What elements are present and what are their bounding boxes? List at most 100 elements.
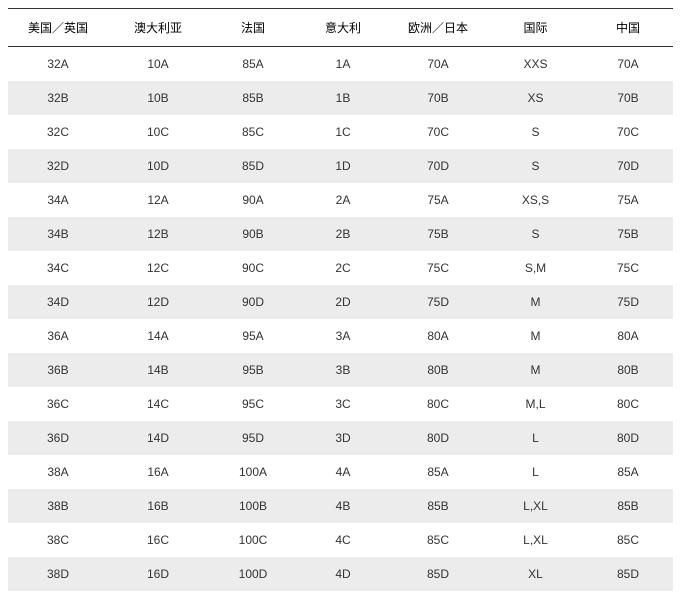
table-cell: 85A: [388, 455, 488, 489]
table-cell: 70B: [388, 81, 488, 115]
table-cell: 38D: [8, 557, 108, 591]
table-cell: 36D: [8, 421, 108, 455]
col-header: 美国／英国: [8, 9, 108, 47]
table-cell: 4A: [298, 455, 388, 489]
table-cell: L,XL: [488, 523, 583, 557]
table-cell: 95A: [208, 319, 298, 353]
table-cell: 36A: [8, 319, 108, 353]
table-cell: M: [488, 353, 583, 387]
table-cell: 2B: [298, 217, 388, 251]
table-cell: 4B: [298, 489, 388, 523]
table-cell: 75C: [583, 251, 673, 285]
table-cell: 36C: [8, 387, 108, 421]
table-cell: 75B: [388, 217, 488, 251]
table-cell: 80A: [388, 319, 488, 353]
table-cell: 12B: [108, 217, 208, 251]
table-cell: 34A: [8, 183, 108, 217]
table-cell: 10B: [108, 81, 208, 115]
table-cell: 2A: [298, 183, 388, 217]
table-cell: 85D: [208, 149, 298, 183]
col-header: 欧洲／日本: [388, 9, 488, 47]
col-header: 澳大利亚: [108, 9, 208, 47]
table-cell: 14C: [108, 387, 208, 421]
table-cell: 95B: [208, 353, 298, 387]
table-cell: 10A: [108, 47, 208, 82]
table-cell: 70D: [388, 149, 488, 183]
table-cell: 85A: [583, 455, 673, 489]
table-row: 36B14B95B3B80BM80B: [8, 353, 673, 387]
table-cell: XXS: [488, 47, 583, 82]
table-cell: 10C: [108, 115, 208, 149]
table-cell: 95D: [208, 421, 298, 455]
table-cell: 70B: [583, 81, 673, 115]
table-row: 36A14A95A3A80AM80A: [8, 319, 673, 353]
table-cell: S: [488, 217, 583, 251]
table-cell: 32C: [8, 115, 108, 149]
table-cell: 2D: [298, 285, 388, 319]
table-cell: 70D: [583, 149, 673, 183]
table-cell: 1B: [298, 81, 388, 115]
table-cell: 70A: [583, 47, 673, 82]
table-cell: 75A: [388, 183, 488, 217]
table-cell: 70A: [388, 47, 488, 82]
table-cell: 12D: [108, 285, 208, 319]
table-cell: 100A: [208, 455, 298, 489]
table-cell: L: [488, 421, 583, 455]
table-cell: 80D: [388, 421, 488, 455]
table-cell: 16A: [108, 455, 208, 489]
table-cell: XS,S: [488, 183, 583, 217]
table-cell: 1D: [298, 149, 388, 183]
table-row: 36C14C95C3C80CM,L80C: [8, 387, 673, 421]
table-cell: 12C: [108, 251, 208, 285]
table-cell: M: [488, 319, 583, 353]
table-cell: 90D: [208, 285, 298, 319]
table-header-row: 美国／英国 澳大利亚 法国 意大利 欧洲／日本 国际 中国: [8, 9, 673, 47]
table-row: 34D12D90D2D75DM75D: [8, 285, 673, 319]
table-cell: 32B: [8, 81, 108, 115]
table-cell: 85B: [388, 489, 488, 523]
table-row: 34C12C90C2C75CS,M75C: [8, 251, 673, 285]
table-cell: 12A: [108, 183, 208, 217]
table-cell: 75B: [583, 217, 673, 251]
col-header: 中国: [583, 9, 673, 47]
table-cell: 85C: [583, 523, 673, 557]
table-cell: 10D: [108, 149, 208, 183]
table-cell: 85D: [388, 557, 488, 591]
table-cell: 80A: [583, 319, 673, 353]
table-cell: 16D: [108, 557, 208, 591]
table-cell: 36B: [8, 353, 108, 387]
table-cell: 70C: [388, 115, 488, 149]
table-cell: 34C: [8, 251, 108, 285]
table-cell: 100B: [208, 489, 298, 523]
table-cell: 70C: [583, 115, 673, 149]
table-cell: M: [488, 285, 583, 319]
table-cell: 80C: [388, 387, 488, 421]
table-cell: 90A: [208, 183, 298, 217]
table-cell: S,M: [488, 251, 583, 285]
table-body: 32A10A85A1A70AXXS70A32B10B85B1B70BXS70B3…: [8, 47, 673, 592]
table-cell: M,L: [488, 387, 583, 421]
table-cell: S: [488, 149, 583, 183]
table-row: 38C16C100C4C85CL,XL85C: [8, 523, 673, 557]
table-cell: 1A: [298, 47, 388, 82]
table-cell: 3D: [298, 421, 388, 455]
table-cell: 4C: [298, 523, 388, 557]
table-cell: 14D: [108, 421, 208, 455]
table-row: 38A16A100A4A85AL85A: [8, 455, 673, 489]
table-cell: 14A: [108, 319, 208, 353]
table-cell: 32D: [8, 149, 108, 183]
table-cell: 100C: [208, 523, 298, 557]
table-row: 32D10D85D1D70DS70D: [8, 149, 673, 183]
table-cell: 85B: [583, 489, 673, 523]
table-cell: L: [488, 455, 583, 489]
table-cell: 75C: [388, 251, 488, 285]
table-cell: 38B: [8, 489, 108, 523]
table-cell: 38C: [8, 523, 108, 557]
table-cell: 1C: [298, 115, 388, 149]
table-cell: 4D: [298, 557, 388, 591]
table-cell: 75D: [583, 285, 673, 319]
table-cell: S: [488, 115, 583, 149]
col-header: 法国: [208, 9, 298, 47]
table-cell: 3C: [298, 387, 388, 421]
table-cell: 3B: [298, 353, 388, 387]
